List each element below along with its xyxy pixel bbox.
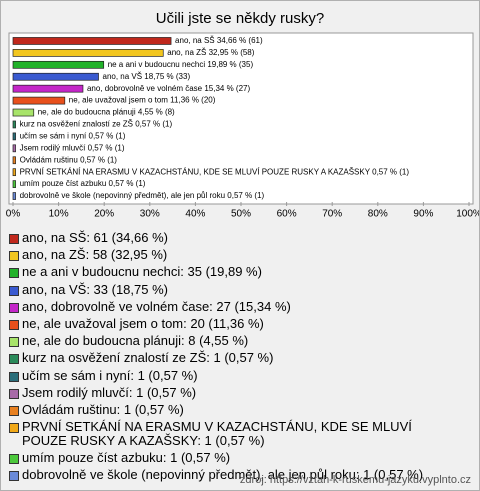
legend-item: učím se sám i nyní: 1 (0,57 %)	[9, 367, 449, 383]
legend-item: ano, na ZŠ: 58 (32,95 %)	[9, 248, 449, 262]
legend-label: ne, ale uvažoval jsem o tom: 20 (11,36 %…	[22, 315, 264, 331]
legend-swatch	[9, 234, 19, 244]
legend-item: ne, ale uvažoval jsem o tom: 20 (11,36 %…	[9, 315, 449, 331]
bar-label: umím pouze číst azbuku 0,57 % (1)	[20, 179, 146, 188]
bar-label: PRVNÍ SETKÁNÍ NA ERASMU V KAZACHSTÁNU, K…	[20, 167, 410, 176]
bar	[12, 132, 16, 141]
bar	[12, 120, 16, 129]
legend-swatch	[9, 285, 19, 296]
legend-item: PRVNÍ SETKÁNÍ NA ERASMU V KAZACHSTÁNU, K…	[9, 420, 449, 448]
bar-label: Ovládám ruštinu 0,57 % (1)	[20, 155, 118, 164]
legend-swatch	[9, 388, 19, 399]
x-tick-label: 20%	[94, 209, 114, 220]
x-tick-label: 40%	[185, 209, 205, 220]
legend: ano, na SŠ: 61 (34,66 %) ano, na ZŠ: 58 (…	[9, 231, 449, 486]
legend-swatch	[9, 251, 19, 262]
bar	[12, 72, 99, 81]
legend-swatch	[9, 454, 19, 465]
bar	[12, 84, 84, 93]
legend-swatch	[9, 354, 19, 365]
legend-label: Ovládám ruštinu: 1 (0,57 %)	[22, 401, 184, 417]
legend-swatch	[9, 337, 19, 348]
legend-label: učím se sám i nyní: 1 (0,57 %)	[22, 367, 198, 383]
legend-label: ano, na SŠ: 61 (34,66 %)	[22, 230, 168, 245]
legend-item: umím pouze číst azbuku: 1 (0,57 %)	[9, 451, 449, 465]
bar	[12, 144, 16, 153]
legend-swatch	[9, 423, 19, 434]
x-tick-label: 80%	[368, 209, 388, 220]
chart-title: Učili jste se někdy rusky?	[156, 10, 324, 27]
chart-svg: Učili jste se někdy rusky? 0% 10% 20% 30% 40…	[6, 10, 479, 220]
bar	[12, 192, 16, 200]
bar	[12, 60, 105, 69]
bar-label: ano, na ZŠ 32,95 % (58)	[167, 48, 255, 57]
bar-label: ne, ale do budoucna plánuji 4,55 % (8)	[38, 108, 175, 117]
legend-label: PRVNÍ SETKÁNÍ NA ERASMU V KAZACHSTÁNU, K…	[22, 419, 412, 449]
bar-label: kurz na osvěžení znalostí ze ZŠ 0,57 % (…	[20, 120, 173, 129]
bar-label: Jsem rodilý mluvčí 0,57 % (1)	[20, 143, 125, 152]
legend-label: ne, ale do budoucna plánuji: 8 (4,55 %)	[22, 333, 249, 349]
bar	[12, 168, 16, 177]
legend-swatch	[9, 471, 19, 482]
legend-label: ne a ani v budoucnu nechci: 35 (19,89 %)	[22, 264, 262, 280]
legend-item: ano, na VŠ: 33 (18,75 %)	[9, 281, 449, 297]
bar-label: dobrovolně ve škole (nepovinný předmět),…	[20, 191, 265, 200]
bar-label: ne, ale uvažoval jsem o tom 11,36 % (20)	[69, 96, 216, 105]
legend-label: Jsem rodilý mluvčí: 1 (0,57 %)	[22, 384, 197, 400]
legend-label: ano, na ZŠ: 58 (32,95 %)	[22, 247, 168, 263]
legend-swatch	[9, 302, 19, 313]
legend-label: ano, na VŠ: 33 (18,75 %)	[22, 281, 168, 297]
bar-label: ano, na SŠ 34,66 % (61)	[175, 36, 263, 45]
bar	[12, 96, 66, 105]
x-tick-label: 60%	[277, 209, 297, 220]
x-tick-label: 0%	[6, 209, 21, 220]
legend-label: dobrovolně ve škole (nepovinný předmět),…	[22, 467, 424, 483]
legend-swatch	[9, 319, 19, 330]
legend-item: dobrovolně ve škole (nepovinný předmět),…	[9, 468, 449, 482]
legend-item: Jsem rodilý mluvčí: 1 (0,57 %)	[9, 384, 449, 400]
legend-label: umím pouze číst azbuku: 1 (0,57 %)	[22, 450, 231, 466]
x-tick-label: 10%	[49, 209, 69, 220]
bar	[12, 37, 172, 45]
x-tick-label: 30%	[140, 209, 160, 220]
legend-label: ano, dobrovolně ve volném čase: 27 (15,3…	[22, 298, 291, 314]
legend-item: ano, dobrovolně ve volném čase: 27 (15,3…	[9, 298, 449, 314]
bar	[12, 156, 16, 165]
bar	[12, 180, 16, 188]
legend-label: kurz na osvěžení znalostí ze ZŠ: 1 (0,57…	[22, 350, 274, 366]
bar-label: ano, na VŠ 18,75 % (33)	[103, 72, 191, 81]
x-tick-label: 90%	[413, 209, 433, 220]
source: zdroj: https://vztah-k-ruskemu-jazyku.vy…	[239, 474, 471, 486]
legend-swatch	[9, 371, 19, 382]
legend-swatch	[9, 405, 19, 416]
x-tick-label: 50%	[231, 209, 251, 220]
legend-item: ano, na SŠ: 61 (34,66 %)	[9, 231, 449, 245]
bar	[12, 49, 164, 57]
x-tick-label: 100%	[456, 209, 479, 220]
legend-item: ne, ale do budoucna plánuji: 8 (4,55 %)	[9, 334, 449, 348]
legend-item: Ovládám ruštinu: 1 (0,57 %)	[9, 401, 449, 417]
bar	[12, 108, 35, 117]
legend-item: kurz na osvěžení znalostí ze ZŠ: 1 (0,57…	[9, 351, 449, 365]
x-tick-label: 70%	[322, 209, 342, 220]
bar-label: ano, dobrovolně ve volném čase 15,34 % (…	[87, 84, 251, 93]
bar-label: ne a ani v budoucnu nechci 19,89 % (35)	[108, 60, 254, 69]
legend-swatch	[9, 268, 19, 279]
bar-label: učím se sám i nyní 0,57 % (1)	[20, 132, 126, 141]
legend-item: ne a ani v budoucnu nechci: 35 (19,89 %)	[9, 265, 449, 279]
